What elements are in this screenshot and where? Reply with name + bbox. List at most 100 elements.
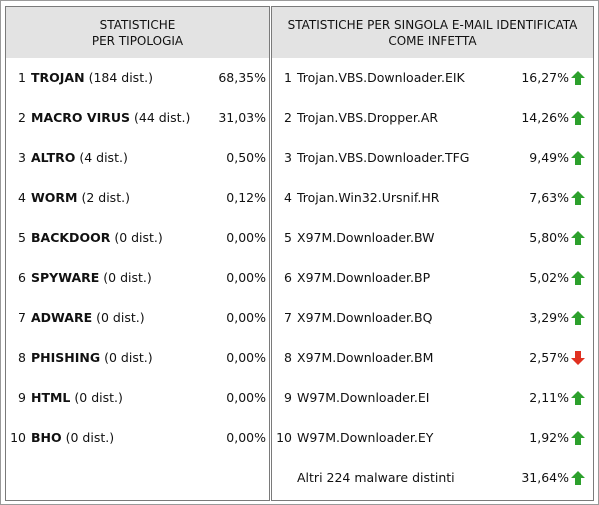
percentage: 0,12%: [226, 190, 266, 205]
percentage: 2,57%: [529, 350, 569, 365]
type-name: PHISHING (0 dist.): [31, 350, 153, 366]
type-name: WORM (2 dist.): [31, 190, 130, 206]
type-count: (0 dist.): [104, 350, 153, 365]
trend-up-arrow: [571, 471, 585, 485]
percentage: 5,80%: [529, 230, 569, 245]
row-number: 2: [284, 110, 292, 125]
percentage: 0,00%: [226, 310, 266, 325]
percentage: 0,00%: [226, 270, 266, 285]
malware-name: X97M.Downloader.BP: [297, 270, 431, 285]
type-name: SPYWARE (0 dist.): [31, 270, 152, 286]
percentage: 2,11%: [529, 390, 569, 405]
type-label: HTML: [31, 390, 71, 405]
type-count: (184 dist.): [88, 70, 153, 85]
type-count: (0 dist.): [74, 390, 123, 405]
header-line: STATISTICHE PER SINGOLA E-MAIL IDENTIFIC…: [287, 17, 578, 32]
row-number: 5: [18, 230, 26, 245]
trend-up-arrow: [571, 71, 585, 85]
type-label: BACKDOOR: [31, 230, 111, 245]
type-label: ADWARE: [31, 310, 93, 325]
type-name: ALTRO (4 dist.): [31, 150, 128, 166]
percentage: 9,49%: [529, 150, 569, 165]
trend-up-arrow: [571, 271, 585, 285]
type-count: (4 dist.): [79, 150, 128, 165]
malware-name: X97M.Downloader.BM: [297, 350, 434, 365]
row-number: 7: [18, 310, 26, 325]
percentage: 0,00%: [226, 350, 266, 365]
type-count: (44 dist.): [133, 110, 191, 125]
row-number: 1: [284, 70, 292, 85]
malware-name: W97M.Downloader.EY: [297, 430, 434, 445]
row-number: 3: [18, 150, 26, 165]
row-number: 8: [18, 350, 26, 365]
row-number: 10: [276, 430, 292, 445]
percentage: 31,64%: [521, 470, 569, 485]
row-number: 5: [284, 230, 292, 245]
row-number: 6: [284, 270, 292, 285]
percentage: 0,00%: [226, 230, 266, 245]
trend-down-arrow: [571, 351, 585, 365]
trend-up-arrow: [571, 231, 585, 245]
type-name: ADWARE (0 dist.): [31, 310, 145, 326]
row-number: 8: [284, 350, 292, 365]
type-count: (0 dist.): [103, 270, 152, 285]
percentage: 0,00%: [226, 430, 266, 445]
malware-name: Trojan.VBS.Downloader.EIK: [297, 70, 465, 85]
row-number: 9: [18, 390, 26, 405]
type-name: BACKDOOR (0 dist.): [31, 230, 163, 246]
percentage: 1,92%: [529, 430, 569, 445]
row-number: 9: [284, 390, 292, 405]
percentage: 68,35%: [218, 70, 266, 85]
row-number: 10: [10, 430, 26, 445]
row-number: 6: [18, 270, 26, 285]
percentage: 0,50%: [226, 150, 266, 165]
row-number: 7: [284, 310, 292, 325]
trend-up-arrow: [571, 311, 585, 325]
percentage: 31,03%: [218, 110, 266, 125]
row-number: 1: [18, 70, 26, 85]
type-name: BHO (0 dist.): [31, 430, 114, 446]
row-number: 2: [18, 110, 26, 125]
malware-name: X97M.Downloader.BQ: [297, 310, 433, 325]
trend-up-arrow: [571, 111, 585, 125]
type-label: PHISHING: [31, 350, 101, 365]
trend-up-arrow: [571, 431, 585, 445]
trend-up-arrow: [571, 151, 585, 165]
type-count: (0 dist.): [65, 430, 115, 445]
row-number: 4: [18, 190, 26, 205]
header-line: STATISTICHE: [99, 17, 176, 32]
header-line: PER TIPOLOGIA: [91, 33, 184, 48]
email-panel: STATISTICHE PER SINGOLA E-MAIL IDENTIFIC…: [271, 6, 594, 501]
type-name: TROJAN (184 dist.): [31, 70, 153, 86]
percentage: 14,26%: [521, 110, 569, 125]
type-label: MACRO VIRUS: [31, 110, 130, 125]
percentage: 0,00%: [226, 390, 266, 405]
type-name: MACRO VIRUS (44 dist.): [31, 110, 190, 126]
type-label: BHO: [31, 430, 62, 445]
footer-label: Altri 224 malware distinti: [297, 470, 455, 485]
type-count: (0 dist.): [96, 310, 145, 325]
percentage: 3,29%: [529, 310, 569, 325]
row-number: 3: [284, 150, 292, 165]
malware-name: Trojan.Win32.Ursnif.HR: [297, 190, 440, 205]
type-name: HTML (0 dist.): [31, 390, 123, 406]
percentage: 5,02%: [529, 270, 569, 285]
percentage: 16,27%: [521, 70, 569, 85]
type-count: (0 dist.): [114, 230, 163, 245]
type-panel: STATISTICHE PER TIPOLOGIA 1 TROJAN (184 dis…: [5, 6, 270, 501]
row-number: 4: [284, 190, 292, 205]
malware-name: Trojan.VBS.Dropper.AR: [297, 110, 439, 125]
type-count: (2 dist.): [81, 190, 130, 205]
malware-name: X97M.Downloader.BW: [297, 230, 435, 245]
header: STATISTICHE PER TIPOLOGIA: [6, 7, 269, 58]
header-line: COME INFETTA: [388, 33, 477, 48]
type-label: ALTRO: [31, 150, 76, 165]
percentage: 7,63%: [529, 190, 569, 205]
trend-up-arrow: [571, 191, 585, 205]
trend-up-arrow: [571, 391, 585, 405]
header: STATISTICHE PER SINGOLA E-MAIL IDENTIFIC…: [272, 7, 593, 58]
type-label: SPYWARE: [31, 270, 100, 285]
type-label: TROJAN: [31, 70, 85, 85]
type-label: WORM: [31, 190, 78, 205]
